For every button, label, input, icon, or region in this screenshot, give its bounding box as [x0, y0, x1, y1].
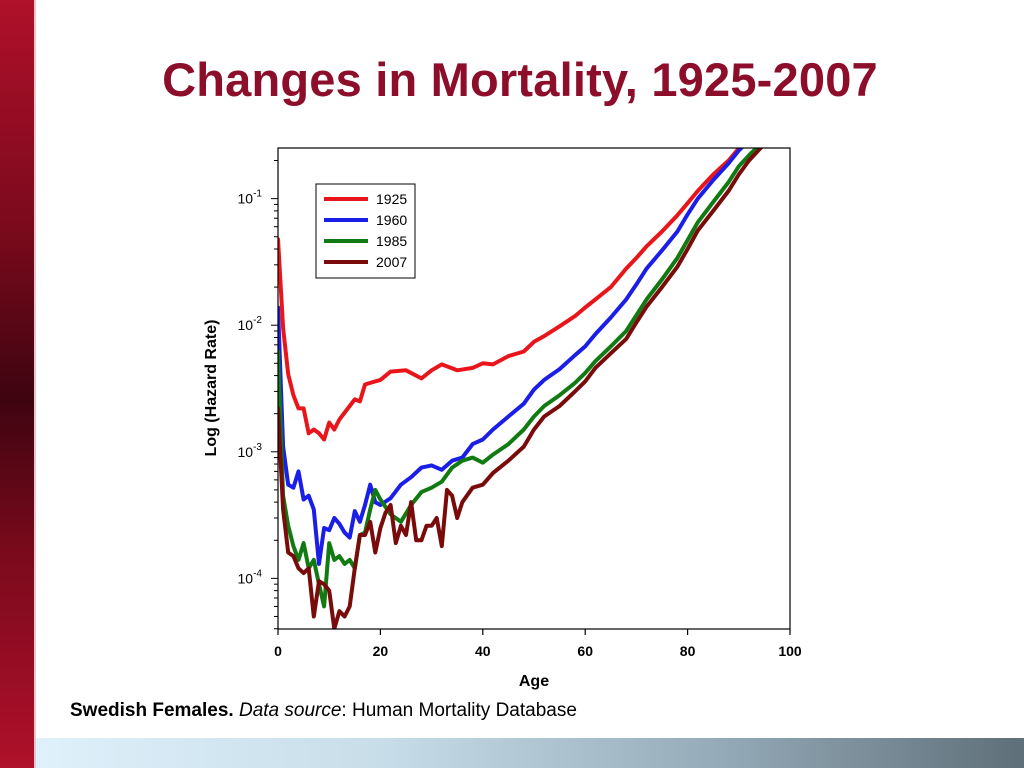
y-tick-label: 10-3	[238, 442, 263, 460]
y-tick-label: 10-1	[238, 189, 263, 207]
legend-label-1925: 1925	[376, 191, 407, 207]
series-line-1925	[278, 148, 742, 442]
x-tick-label: 80	[680, 643, 696, 659]
chart-caption: Swedish Females. Data source: Human Mort…	[70, 700, 577, 722]
slide-title: Changes in Mortality, 1925-2007	[162, 53, 878, 106]
legend: 1925 1960 1985 2007	[315, 183, 416, 279]
y-tick-label: 10-4	[238, 568, 263, 586]
y-axis-label: Log (Hazard Rate)	[203, 320, 220, 457]
plot-frame	[277, 147, 791, 630]
caption-bold: Swedish Females.	[70, 700, 234, 721]
x-axis-label: Age	[519, 673, 549, 690]
x-tick-label: 0	[274, 643, 282, 659]
series-line-1985	[278, 148, 760, 609]
series-line-1960	[278, 148, 745, 566]
axes-layer: 0 20 40 60 80 100 10-1 10-2 10-3 10-4	[238, 160, 802, 659]
x-tick-label: 20	[373, 643, 389, 659]
x-tick-label: 100	[778, 643, 802, 659]
legend-label-1960: 1960	[376, 212, 407, 228]
series-layer	[278, 148, 764, 629]
legend-label-2007: 2007	[376, 254, 407, 270]
caption-italic: Data source	[238, 700, 342, 721]
legend-label-1985: 1985	[376, 233, 407, 249]
x-tick-label: 60	[577, 643, 593, 659]
x-tick-label: 40	[475, 643, 491, 659]
caption-rest: : Human Mortality Database	[341, 700, 577, 721]
bottom-decorative-bar	[36, 738, 1024, 768]
series-line-2007	[278, 148, 764, 629]
y-tick-label: 10-2	[238, 315, 263, 333]
left-bar-divider	[34, 0, 36, 768]
left-decorative-bar	[0, 0, 34, 768]
